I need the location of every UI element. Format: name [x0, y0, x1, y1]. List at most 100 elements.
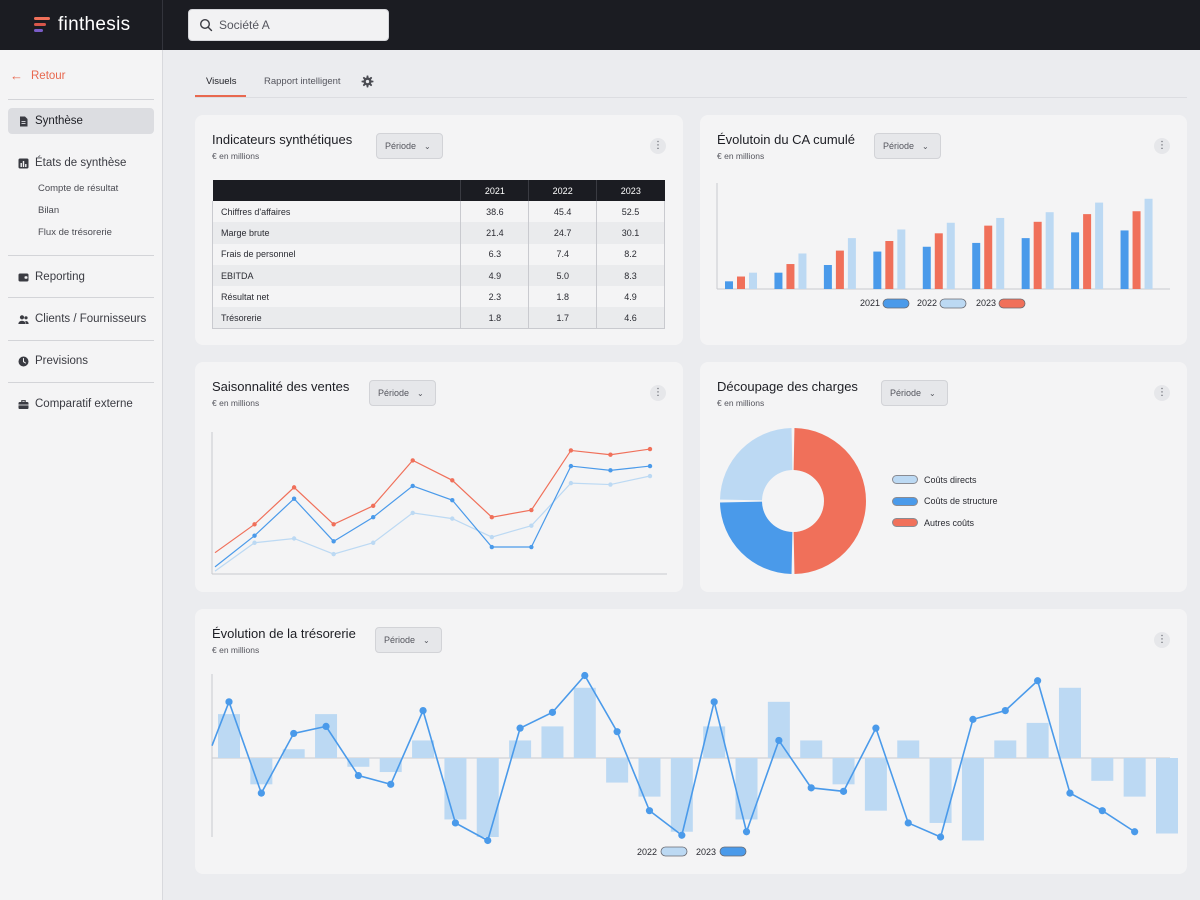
- cell-value: 45.4: [528, 201, 597, 223]
- bar-2023-7: [1033, 221, 1042, 289]
- cell-value: 8.3: [596, 264, 665, 287]
- search-box[interactable]: [188, 9, 389, 41]
- legend-label-2022: 2022: [917, 298, 937, 308]
- bar-2022-4: [315, 714, 338, 758]
- more-options-icon[interactable]: ⋮: [650, 138, 666, 154]
- more-options-icon[interactable]: ⋮: [1154, 385, 1170, 401]
- row-label: Chiffres d'affaires: [211, 201, 461, 223]
- point-2023-17: [742, 828, 751, 836]
- more-options-icon[interactable]: ⋮: [1154, 632, 1170, 648]
- more-options-icon[interactable]: ⋮: [1154, 138, 1170, 154]
- line-2023: [214, 448, 651, 554]
- chevron-down-icon: ⌄: [922, 141, 929, 151]
- tresorerie-chart: 2022 2023: [211, 671, 1178, 857]
- sidebar-subitem-bilan[interactable]: Bilan: [38, 205, 60, 216]
- point-2021-12: [647, 463, 653, 469]
- bar-2022-6: [379, 758, 402, 773]
- gear-icon[interactable]: [361, 75, 374, 88]
- point-2022-5: [370, 540, 376, 545]
- periode-dropdown[interactable]: Période ⌄: [375, 627, 442, 653]
- sidebar-subitem-compte-resultat[interactable]: Compte de résultat: [38, 183, 119, 194]
- bar-2022-29: [1123, 758, 1146, 797]
- point-2023-10: [568, 448, 574, 453]
- cell-value: 30.1: [596, 222, 665, 244]
- bar-2022-27: [1058, 687, 1081, 758]
- card-saisonnalite: Saisonnalité des ventes € en millions Pé…: [195, 362, 683, 592]
- point-2022-7: [450, 516, 455, 521]
- point-2021-4: [331, 539, 336, 544]
- indicateurs-table: 2021 2022 2023 Chiffres d'affaires 38.6 …: [211, 180, 665, 330]
- bar-2022-3: [282, 749, 305, 758]
- active-tab-indicator: [195, 95, 246, 97]
- bar-2022-12: [573, 687, 596, 758]
- periode-dropdown[interactable]: Période ⌄: [874, 133, 941, 159]
- bar-2022-25: [994, 740, 1017, 758]
- finthesis-logo-icon: [34, 16, 50, 34]
- bar-2023-3: [835, 250, 844, 289]
- point-2023-4: [322, 722, 330, 730]
- bar-2022-8: [444, 758, 467, 820]
- sidebar-item-label: Comparatif externe: [35, 398, 133, 410]
- bar-2022-26: [1026, 722, 1049, 758]
- bar-2021-4: [873, 251, 882, 289]
- card-title: Saisonnalité des ventes: [212, 379, 350, 394]
- periode-label: Période: [883, 141, 915, 151]
- point-2023-12: [581, 671, 589, 680]
- sidebar-divider: [8, 297, 154, 298]
- ca-cumule-chart: 2021 2022 2023: [716, 183, 1170, 309]
- periode-dropdown[interactable]: Période ⌄: [376, 133, 443, 159]
- row-label: EBITDA: [211, 264, 461, 287]
- bar-2022-7: [1045, 212, 1054, 289]
- point-2021-8: [489, 544, 495, 550]
- periode-dropdown[interactable]: Période ⌄: [369, 380, 436, 406]
- table-header-row: 2021 2022 2023: [212, 180, 665, 201]
- point-2022-8: [489, 534, 495, 540]
- brand[interactable]: finthesis: [34, 14, 130, 36]
- chevron-down-icon: ⌄: [424, 141, 431, 151]
- point-2022-12: [647, 473, 653, 479]
- bar-2021-1: [725, 281, 733, 289]
- sidebar-item-previsions[interactable]: Previsions: [8, 348, 154, 374]
- back-label: Retour: [31, 69, 66, 82]
- chevron-down-icon: ⌄: [417, 388, 424, 398]
- topbar-divider: [162, 0, 163, 50]
- cell-value: 1.8: [528, 286, 597, 308]
- sidebar-item-clients[interactable]: Clients / Fournisseurs: [8, 306, 154, 332]
- card-title: Évolution de la trésorerie: [212, 626, 356, 641]
- bar-2022-4: [897, 229, 906, 289]
- point-2023-7: [419, 707, 427, 715]
- back-link[interactable]: ← Retour: [10, 68, 66, 83]
- sidebar-item-comparatif[interactable]: Comparatif externe: [8, 391, 154, 417]
- sidebar-item-etats[interactable]: États de synthèse: [8, 150, 154, 176]
- bar-2022-30: [1156, 758, 1178, 834]
- bar-2021-9: [1120, 230, 1129, 289]
- tab-visuels[interactable]: Visuels: [206, 76, 237, 87]
- bar-2022-5: [347, 758, 370, 767]
- sidebar-subitem-flux-tresorerie[interactable]: Flux de trésorerie: [38, 227, 112, 238]
- point-2022-3: [291, 536, 297, 541]
- column-header: 2023: [596, 180, 665, 201]
- sidebar-item-reporting[interactable]: Reporting: [8, 264, 154, 290]
- slice-3: [793, 428, 866, 574]
- periode-dropdown[interactable]: Période ⌄: [881, 380, 948, 406]
- bar-2022-20: [832, 758, 855, 785]
- point-2023-15: [678, 831, 686, 839]
- bar-2022-24: [961, 758, 984, 841]
- point-2023-25: [1001, 707, 1009, 715]
- cell-value: 24.7: [528, 222, 597, 244]
- sidebar-item-synthese[interactable]: Synthèse: [8, 108, 154, 134]
- cell-value: 6.3: [460, 243, 529, 265]
- sidebar-divider: [8, 382, 154, 383]
- card-title: Découpage des charges: [717, 379, 858, 394]
- tab-rapport-intelligent[interactable]: Rapport intelligent: [264, 76, 341, 87]
- tabs-divider: [195, 97, 1187, 98]
- legend-label-2023: 2023: [976, 298, 996, 308]
- cell-value: 1.7: [528, 307, 597, 330]
- top-bar: finthesis: [0, 0, 1200, 50]
- saisonnalite-chart: [211, 432, 667, 575]
- point-2021-11: [608, 468, 613, 473]
- more-options-icon[interactable]: ⋮: [650, 385, 666, 401]
- search-input[interactable]: [219, 18, 379, 32]
- cell-value: 5.0: [528, 264, 597, 287]
- briefcase-icon: [18, 399, 29, 409]
